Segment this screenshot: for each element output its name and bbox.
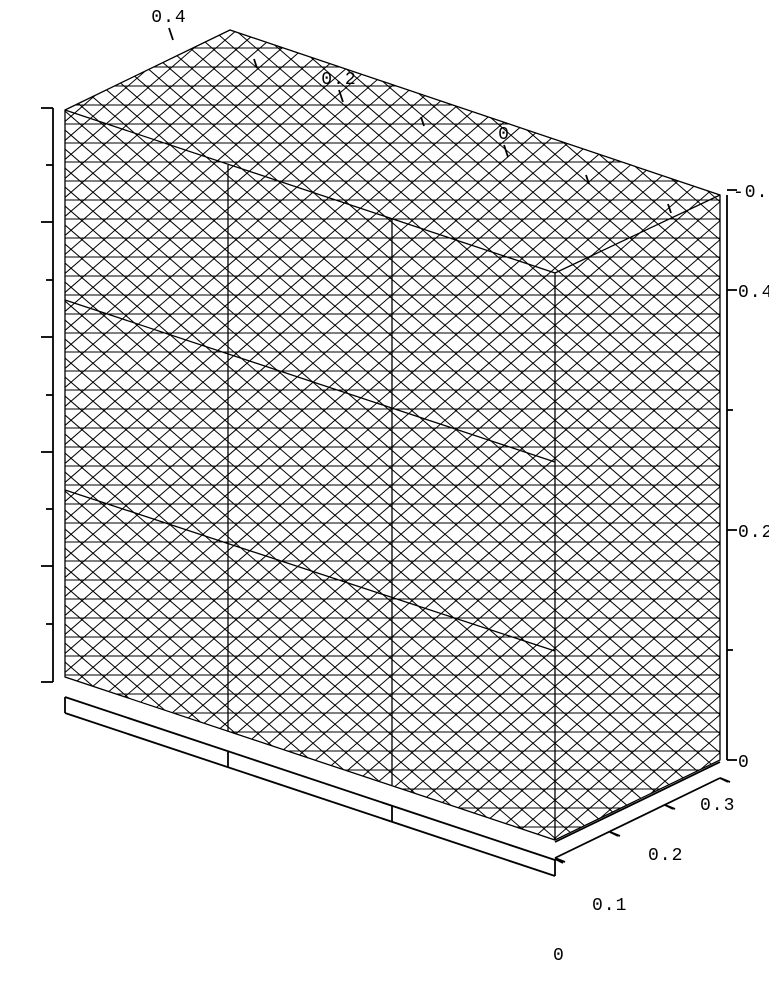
axis-tick-label: 0.4 — [738, 283, 769, 303]
axis-tick-label: 0.2 — [648, 846, 683, 866]
axis-tick-label: 0 — [553, 946, 565, 966]
axis-tick-label: 0 — [498, 125, 510, 145]
axis-tick-label: 0 — [738, 753, 750, 773]
axis-tick-label: 0.4 — [151, 8, 186, 28]
axis-tick-label: 0.3 — [700, 796, 735, 816]
axis-tick-label: 0.1 — [592, 896, 627, 916]
axis-tick-label: 0.2 — [321, 70, 356, 90]
axis-tick-label: -0.2 — [733, 183, 769, 203]
wireframe-3d-plot: 0.4 0.2 0 -0.2 0.4 0.2 0 0.3 0.2 0.1 0 — [0, 0, 769, 1000]
axes — [41, 28, 737, 876]
axis-tick-label: 0.2 — [738, 523, 769, 543]
triangular-mesh — [40, 0, 740, 1000]
